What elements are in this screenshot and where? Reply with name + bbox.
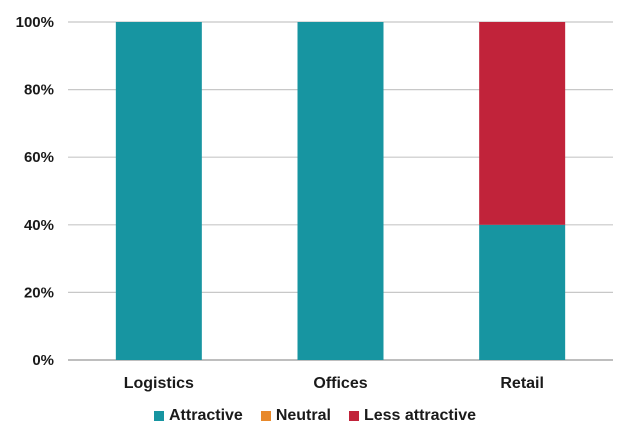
bar-segment bbox=[479, 22, 566, 225]
y-tick-label: 80% bbox=[24, 82, 54, 99]
y-tick-label: 100% bbox=[16, 14, 54, 31]
bar-segment bbox=[479, 224, 566, 360]
y-tick-label: 40% bbox=[24, 217, 54, 234]
y-tick-label: 60% bbox=[24, 149, 54, 166]
x-category-label: Logistics bbox=[124, 375, 194, 392]
legend-item: Attractive bbox=[154, 407, 243, 425]
bar-segment bbox=[115, 22, 202, 360]
bar-segment bbox=[297, 22, 384, 360]
y-axis-ticks: 0% 20% 40% 60% 80% 100% bbox=[16, 14, 54, 369]
x-category-label: Retail bbox=[500, 375, 544, 392]
legend: Attractive Neutral Less attractive bbox=[0, 404, 630, 428]
bars bbox=[115, 22, 566, 360]
x-axis-categories: Logistics Offices Retail bbox=[124, 375, 544, 392]
chart: 0% 20% 40% 60% 80% 100% Logistics Offices Retai… bbox=[16, 14, 613, 392]
y-tick-label: 0% bbox=[32, 352, 54, 369]
y-tick-label: 20% bbox=[24, 284, 54, 301]
legend-swatch bbox=[348, 411, 359, 421]
legend-item: Neutral bbox=[260, 407, 331, 425]
legend-swatch bbox=[260, 411, 271, 421]
legend-label: Less attractive bbox=[363, 407, 476, 424]
legend-label: Attractive bbox=[169, 407, 243, 424]
legend-label: Neutral bbox=[275, 407, 331, 424]
x-category-label: Offices bbox=[313, 375, 367, 392]
legend-swatch bbox=[154, 411, 164, 421]
legend-item: Less attractive bbox=[348, 407, 476, 425]
